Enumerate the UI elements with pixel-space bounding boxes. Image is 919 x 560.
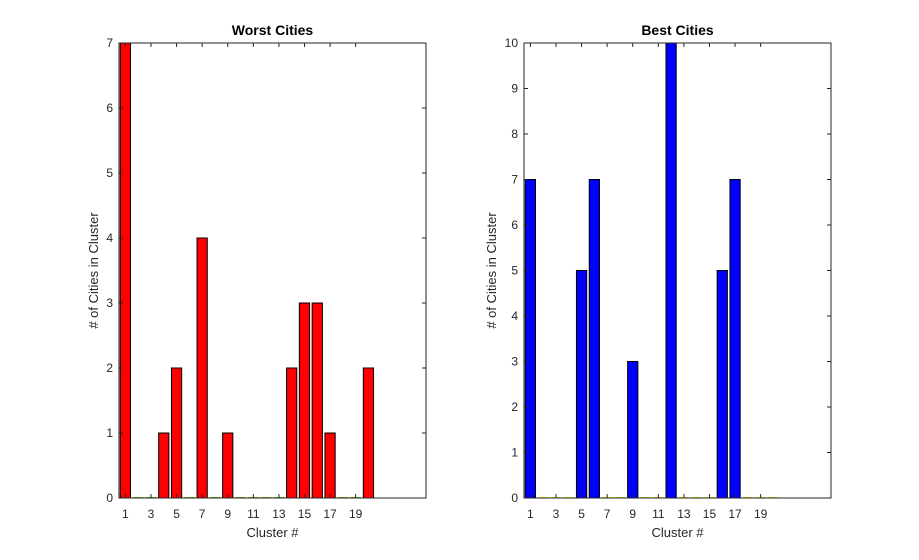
worst-cities-xtick-label-9: 9 [224,507,231,521]
worst-cities-bar-16 [311,302,323,499]
worst-cities-xtick-label-5: 5 [173,507,180,521]
worst-cities-bar-7 [196,237,208,499]
best-cities-bar-16 [716,270,728,499]
best-cities-ytick-label-8: 8 [511,127,518,141]
best-cities-ytick-label-4: 4 [511,309,518,323]
best-cities-title: Best Cities [641,22,714,38]
worst-cities-xtick-label-1: 1 [122,507,129,521]
best-cities-bar-9 [627,361,639,499]
best-cities-y-tick-labels: 0 1 2 3 4 5 6 7 8 9 10 [505,36,519,505]
best-cities-ytick-label-0: 0 [511,491,518,505]
best-cities-xlabel: Cluster # [651,525,704,540]
worst-cities-ytick-label-6: 6 [106,101,113,115]
best-cities-ytick-label-7: 7 [511,173,518,187]
worst-cities-ylabel: # of Cities in Cluster [86,212,101,329]
best-cities-ytick-label-2: 2 [511,400,518,414]
worst-cities-y-tick-labels: 0 1 2 3 4 5 6 7 [106,36,113,505]
worst-cities-xlabel: Cluster # [246,525,299,540]
worst-cities-ytick-label-3: 3 [106,296,113,310]
best-cities-ylabel: # of Cities in Cluster [484,212,499,329]
best-cities-xtick-label-13: 13 [677,507,691,521]
best-cities-ytick-label-1: 1 [511,446,518,460]
worst-cities-xtick-label-3: 3 [148,507,155,521]
worst-cities-title: Worst Cities [232,22,314,38]
worst-cities-bar-4 [158,432,170,499]
worst-cities-ytick-label-4: 4 [106,231,113,245]
best-cities-ytick-label-9: 9 [511,82,518,96]
best-cities-xtick-label-15: 15 [703,507,717,521]
best-cities-bar-5 [575,270,588,499]
worst-cities-ytick-label-1: 1 [106,426,113,440]
worst-cities-bar-1 [119,42,132,499]
best-cities-ytick-label-3: 3 [511,355,518,369]
worst-cities-ytick-label-7: 7 [106,36,113,50]
worst-cities-bar-15 [298,302,311,499]
worst-cities-bar-14 [286,367,298,499]
worst-cities-bar-5 [170,367,183,499]
best-cities-axis-ticks [524,42,831,499]
worst-cities-xtick-label-17: 17 [323,507,337,521]
worst-cities-ytick-label-2: 2 [106,361,113,375]
best-cities-xtick-label-17: 17 [728,507,742,521]
worst-cities-xtick-label-15: 15 [298,507,312,521]
best-cities-xtick-label-5: 5 [578,507,585,521]
best-cities-bar-6 [588,179,600,499]
best-cities-bar-12 [665,42,677,499]
worst-cities-bar-9 [222,432,234,499]
worst-cities-ytick-label-5: 5 [106,166,113,180]
worst-cities-x-tick-labels: 1 3 5 7 9 11 13 15 17 19 [122,507,363,521]
best-cities-xtick-label-19: 19 [754,507,768,521]
best-cities-xtick-label-9: 9 [629,507,636,521]
best-cities-bar-1 [524,179,537,499]
worst-cities-xtick-label-7: 7 [199,507,206,521]
best-cities-xtick-label-11: 11 [652,507,665,521]
best-cities-ytick-label-10: 10 [505,36,519,50]
best-cities-xtick-label-7: 7 [604,507,611,521]
worst-cities-xtick-label-19: 19 [349,507,363,521]
worst-cities-ytick-label-0: 0 [106,491,113,505]
worst-cities-bar-17 [324,432,336,499]
best-cities-bar-17 [729,179,741,499]
worst-cities-xtick-label-11: 11 [247,507,260,521]
worst-cities-xtick-label-13: 13 [272,507,286,521]
worst-cities-axis-ticks [119,42,426,499]
best-cities-xtick-label-3: 3 [553,507,560,521]
best-cities-ytick-label-5: 5 [511,264,518,278]
best-cities-ytick-label-6: 6 [511,218,518,232]
best-cities-xtick-label-1: 1 [527,507,534,521]
best-cities-x-tick-labels: 1 3 5 7 9 11 13 15 17 19 [527,507,768,521]
worst-cities-plot-frame [118,42,427,499]
worst-cities-bar-20 [362,367,375,499]
